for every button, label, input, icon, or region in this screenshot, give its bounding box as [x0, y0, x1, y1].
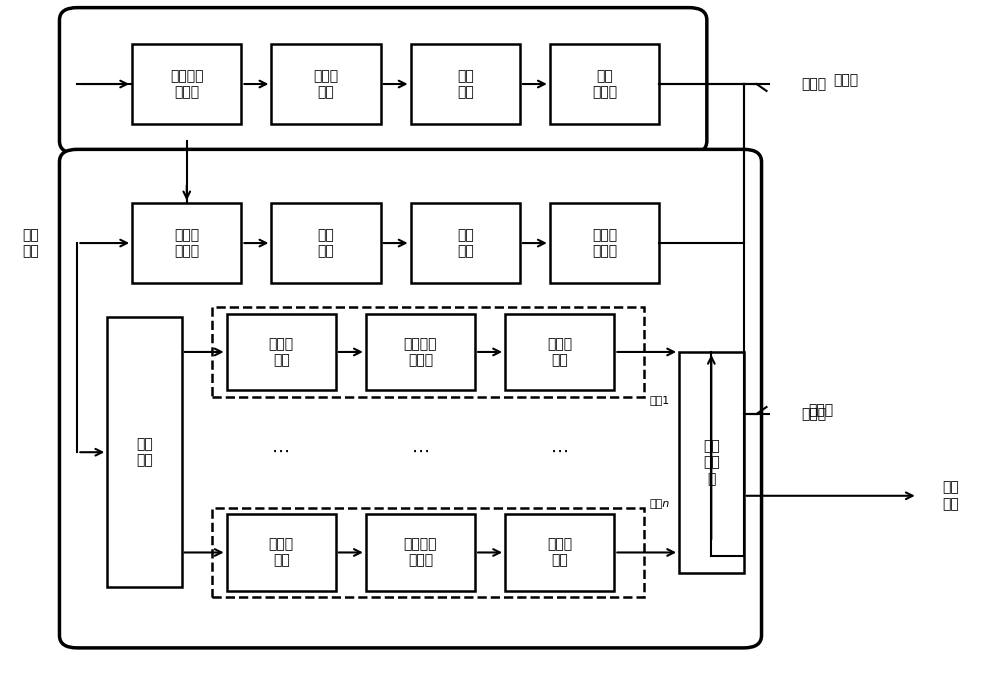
Text: 滤波
采样: 滤波 采样 — [318, 228, 334, 258]
Text: 测频
信息: 测频 信息 — [943, 481, 959, 511]
Text: ⋯: ⋯ — [411, 443, 429, 461]
Text: ⋯: ⋯ — [272, 443, 290, 461]
Text: 支路1: 支路1 — [649, 395, 669, 406]
Text: 非相干
积分: 非相干 积分 — [547, 537, 572, 567]
FancyBboxPatch shape — [550, 204, 659, 283]
FancyBboxPatch shape — [132, 204, 241, 283]
FancyBboxPatch shape — [271, 204, 381, 283]
FancyBboxPatch shape — [59, 8, 707, 153]
Text: 数据
缓存: 数据 缓存 — [457, 228, 474, 258]
Text: 多普勒
预补偿: 多普勒 预补偿 — [174, 228, 199, 258]
Text: 频谱
平滑: 频谱 平滑 — [457, 69, 474, 99]
FancyBboxPatch shape — [505, 514, 614, 590]
FancyBboxPatch shape — [679, 352, 744, 573]
Text: 粗测频: 粗测频 — [833, 74, 858, 88]
FancyBboxPatch shape — [212, 507, 644, 597]
Text: 支路n: 支路n — [649, 499, 669, 509]
Text: 接收
信号: 接收 信号 — [22, 228, 39, 258]
FancyBboxPatch shape — [227, 514, 336, 590]
Text: 快速傅里
叶变换: 快速傅里 叶变换 — [404, 337, 437, 367]
Text: 快速傅里
叶变换: 快速傅里 叶变换 — [170, 69, 204, 99]
FancyBboxPatch shape — [505, 314, 614, 390]
Text: 粗测频: 粗测频 — [801, 77, 826, 91]
FancyBboxPatch shape — [227, 314, 336, 390]
Text: 变化率
预补偿: 变化率 预补偿 — [592, 228, 617, 258]
FancyBboxPatch shape — [411, 204, 520, 283]
FancyBboxPatch shape — [366, 514, 475, 590]
FancyBboxPatch shape — [59, 149, 762, 648]
Text: 频率
精解
算: 频率 精解 算 — [703, 439, 720, 486]
FancyBboxPatch shape — [107, 317, 182, 587]
FancyBboxPatch shape — [411, 45, 520, 124]
Text: 快速傅里
叶变换: 快速傅里 叶变换 — [404, 537, 437, 567]
FancyBboxPatch shape — [366, 314, 475, 390]
Text: 非线性
变换: 非线性 变换 — [269, 337, 294, 367]
Text: 分组
平均: 分组 平均 — [136, 437, 153, 467]
Text: 频率
粗解算: 频率 粗解算 — [592, 69, 617, 99]
Text: 非相干
积分: 非相干 积分 — [547, 337, 572, 367]
FancyBboxPatch shape — [212, 307, 644, 397]
Text: ⋯: ⋯ — [551, 443, 569, 461]
Text: 精测频: 精测频 — [808, 404, 833, 418]
FancyBboxPatch shape — [550, 45, 659, 124]
Text: 非线性
变换: 非线性 变换 — [269, 537, 294, 567]
Text: 非相干
积分: 非相干 积分 — [313, 69, 339, 99]
FancyBboxPatch shape — [271, 45, 381, 124]
FancyBboxPatch shape — [132, 45, 241, 124]
Text: 精测频: 精测频 — [801, 407, 826, 421]
